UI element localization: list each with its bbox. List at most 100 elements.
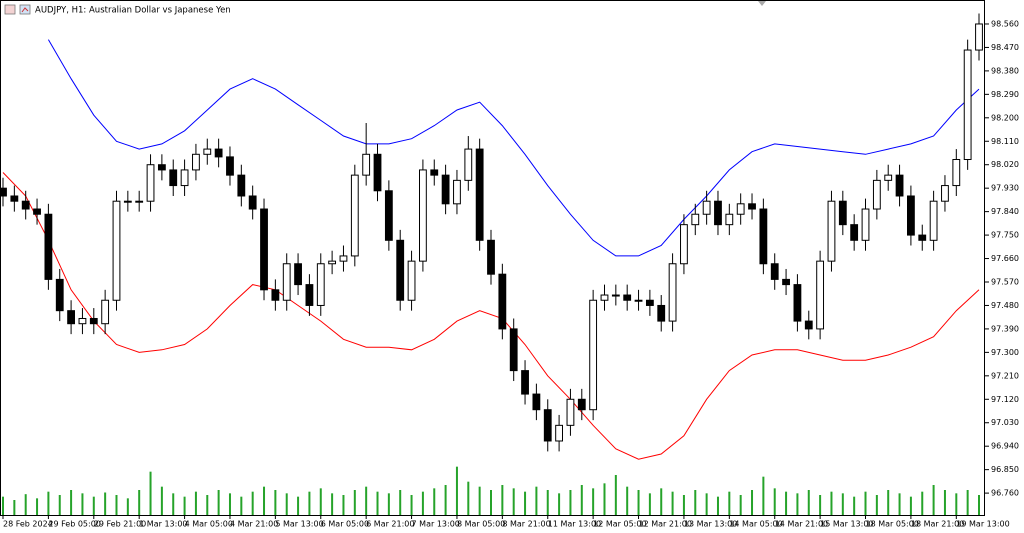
volume-bar [47,491,50,515]
volume-bar [331,493,334,515]
volume-bar [13,500,16,515]
volume-bar [444,485,447,515]
volume-bar [376,491,379,515]
volume-bar [490,490,492,515]
y-tick-label: 98.020 [991,160,1019,169]
volume-bar [263,486,266,515]
y-tick-label: 97.930 [991,184,1019,193]
x-tick-label: 8 Mar 05:00 [457,520,505,529]
x-tick-label: 6 Mar 21:00 [366,520,414,529]
y-tick-label: 97.840 [991,207,1019,216]
candle-body [101,299,110,325]
chart-title: AUDJPY, H1: Australian Dollar vs Japanes… [35,6,231,16]
x-tick-label: 12 Mar 21:00 [639,520,692,529]
candle-body [294,263,302,286]
candle-body [907,195,915,236]
volume-bar [648,493,651,515]
icon [21,7,29,13]
x-tick-label: 18 Mar 21:00 [911,520,964,529]
candle-body [691,213,700,226]
candle-body [804,320,813,330]
candle-body [21,200,30,210]
y-tick-label: 96.940 [991,442,1019,451]
candle-body [827,200,836,262]
candle-body [396,239,405,301]
volume-bar [410,495,413,515]
volume-bar [524,491,527,515]
candle-body [157,164,166,171]
volume-bar [478,486,481,515]
volume-bar [898,493,901,515]
volume-bar [353,490,356,515]
candle-body [237,174,246,197]
volume-bar [92,496,95,515]
candle-body [305,284,314,306]
volume-bar [830,491,833,515]
candle-body [566,398,575,426]
y-tick-label: 97.120 [991,395,1019,404]
candle-body [963,49,972,161]
candle-body [577,398,586,411]
candle-body [532,393,541,411]
x-tick-label: 8 Mar 21:00 [502,520,550,529]
volume-bar [739,495,742,515]
volume-bar [660,488,663,515]
icon [4,4,16,15]
candle-body [180,169,189,187]
candle-body [498,273,507,330]
candle-body [838,200,847,226]
candle-body [89,317,98,325]
volume-bar [115,495,118,515]
candle-body [668,263,677,322]
volume-bar [240,496,243,515]
candle-body [714,200,722,226]
candle-body [736,203,745,215]
candle-body [453,179,461,205]
volume-bar [978,495,980,515]
volume-bar [614,475,617,515]
volume-bar [228,493,231,515]
candle-body [339,255,348,262]
volume-bar [682,495,685,515]
candle-body [645,299,654,306]
volume-bar [943,490,946,515]
x-tick-label: 11 Mar 13:00 [548,520,601,529]
candle-body [600,294,609,301]
volume-bar [36,498,39,515]
icon [19,4,31,15]
candle-body [192,153,200,171]
volume-bar [626,486,629,515]
candle-body [816,260,825,330]
candle-body [44,213,53,280]
y-tick-label: 97.480 [991,301,1019,310]
volume-bar [251,491,254,515]
candle-body [33,208,41,215]
candle-body [975,23,983,51]
volume-bar [297,496,300,515]
plot-frame [0,0,985,516]
candle-body [169,169,178,187]
band-line [2,172,980,460]
candle-body [419,169,427,262]
x-tick-label: 15 Mar 13:00 [820,520,873,529]
candle-body [759,208,768,265]
candle-body [748,203,756,210]
y-tick-label: 97.390 [991,324,1019,333]
y-tick-label: 96.850 [991,465,1019,474]
candle-body [475,148,484,241]
x-tick-label: 5 Mar 13:00 [275,520,323,529]
y-tick-label: 98.470 [991,43,1019,52]
volume-bar [773,488,776,515]
x-tick-label: 7 Mar 13:00 [412,520,460,529]
volume-bar [728,491,731,515]
volume-bar [569,490,572,515]
candle-body [384,190,393,241]
volume-bar [387,493,390,515]
candle-body [316,263,325,306]
volume-bar [864,491,867,515]
volume-bar [433,488,436,515]
volume-bar [126,498,129,515]
y-tick-label: 96.760 [991,489,1019,498]
x-tick-label: 1 Mar 13:00 [139,520,187,529]
